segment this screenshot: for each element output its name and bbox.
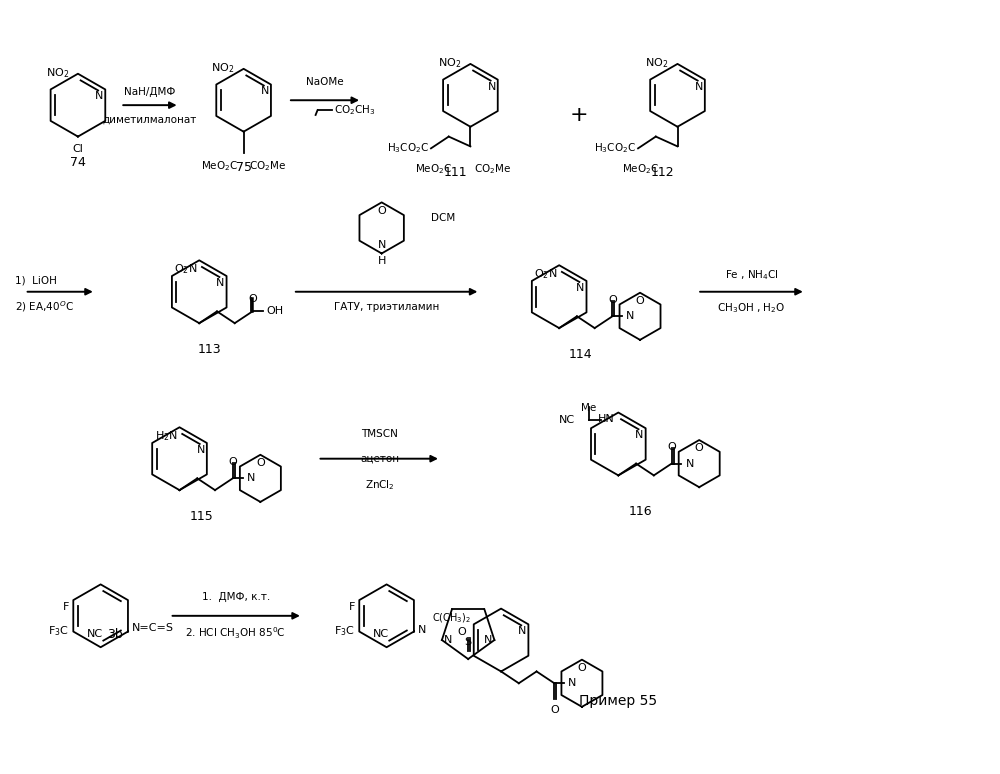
Text: CO$_2$CH$_3$: CO$_2$CH$_3$ <box>334 103 376 117</box>
Text: DCM: DCM <box>431 213 455 223</box>
Text: 115: 115 <box>189 510 213 522</box>
Text: N: N <box>685 459 694 468</box>
Text: F$_3$C: F$_3$C <box>334 625 355 639</box>
Text: N: N <box>694 81 703 91</box>
Text: N: N <box>568 678 576 688</box>
Text: MeO$_2$C: MeO$_2$C <box>201 159 239 173</box>
Text: O: O <box>608 295 617 305</box>
Text: 111: 111 <box>444 166 467 179</box>
Text: N: N <box>261 87 269 97</box>
Text: N: N <box>196 445 205 455</box>
Text: HN: HN <box>598 415 614 424</box>
Text: O: O <box>377 207 386 216</box>
Text: H$_3$CO$_2$C: H$_3$CO$_2$C <box>387 142 429 156</box>
Text: NO$_2$: NO$_2$ <box>645 56 669 70</box>
Text: 1)  LiOH: 1) LiOH <box>15 276 57 286</box>
Text: Cl: Cl <box>73 145 83 155</box>
Text: N: N <box>377 239 386 249</box>
Text: H$_2$N: H$_2$N <box>155 430 178 443</box>
Text: N=C=S: N=C=S <box>132 622 174 632</box>
Text: O: O <box>578 663 586 673</box>
Text: C(CH$_3$)$_2$: C(CH$_3$)$_2$ <box>432 611 471 625</box>
Text: NO$_2$: NO$_2$ <box>211 61 235 75</box>
Text: CO$_2$Me: CO$_2$Me <box>474 162 512 176</box>
Text: NC: NC <box>559 416 575 426</box>
Text: O$_2$N: O$_2$N <box>174 262 197 276</box>
Text: 1.  ДМФ, к.т.: 1. ДМФ, к.т. <box>202 592 270 602</box>
Text: O$_2$N: O$_2$N <box>534 267 557 281</box>
Text: CH$_3$OH , H$_2$O: CH$_3$OH , H$_2$O <box>717 302 786 315</box>
Text: N: N <box>487 81 496 91</box>
Text: NO$_2$: NO$_2$ <box>438 56 461 70</box>
Text: Fe , NH$_4$Cl: Fe , NH$_4$Cl <box>725 268 778 282</box>
Text: 114: 114 <box>569 348 593 361</box>
Text: 113: 113 <box>197 343 221 356</box>
Text: F: F <box>63 602 69 612</box>
Text: NaH/ДМФ: NaH/ДМФ <box>124 87 176 98</box>
Text: NC: NC <box>86 629 103 639</box>
Text: F: F <box>349 602 355 612</box>
Text: N: N <box>576 283 585 293</box>
Text: F$_3$C: F$_3$C <box>48 625 69 639</box>
Text: 116: 116 <box>628 505 652 518</box>
Text: 2) EA,40$^O$C: 2) EA,40$^O$C <box>15 300 74 314</box>
Text: N: N <box>518 626 526 636</box>
Text: 74: 74 <box>70 156 86 170</box>
Text: N: N <box>484 635 492 645</box>
Text: MeO$_2$C: MeO$_2$C <box>622 162 660 176</box>
Text: N: N <box>418 625 426 635</box>
Text: O: O <box>457 627 466 637</box>
Text: N: N <box>247 474 255 483</box>
Text: O: O <box>256 458 265 468</box>
Text: TMSCN: TMSCN <box>361 429 398 439</box>
Text: 3b: 3b <box>108 628 123 641</box>
Text: NC: NC <box>372 629 389 639</box>
Text: N: N <box>626 311 635 321</box>
Text: +: + <box>570 105 588 125</box>
Text: CO$_2$Me: CO$_2$Me <box>249 159 286 173</box>
Text: S: S <box>465 637 472 647</box>
Text: O: O <box>636 296 644 306</box>
Text: Пример 55: Пример 55 <box>579 694 657 708</box>
Text: ГАТУ, триэтиламин: ГАТУ, триэтиламин <box>334 302 439 312</box>
Text: H$_3$CO$_2$C: H$_3$CO$_2$C <box>594 142 636 156</box>
Text: ZnCl$_2$: ZnCl$_2$ <box>365 478 395 492</box>
Text: O: O <box>695 444 704 454</box>
Text: N: N <box>95 91 103 101</box>
Text: Me: Me <box>581 402 596 413</box>
Text: диметилмалонат: диметилмалонат <box>103 115 197 125</box>
Text: 2. HCl CH$_3$OH 85$^0$C: 2. HCl CH$_3$OH 85$^0$C <box>185 625 286 641</box>
Text: N: N <box>635 430 644 440</box>
Text: OH: OH <box>266 307 283 317</box>
Text: N: N <box>444 635 452 645</box>
Text: O: O <box>667 442 676 452</box>
Text: MeO$_2$C: MeO$_2$C <box>415 162 453 176</box>
Text: ацетон: ацетон <box>360 454 399 464</box>
Text: O: O <box>248 293 257 303</box>
Text: O: O <box>550 705 559 715</box>
Text: H: H <box>377 256 386 266</box>
Text: O: O <box>228 457 237 467</box>
Text: N: N <box>216 278 225 288</box>
Text: 112: 112 <box>651 166 675 179</box>
Text: NaOMe: NaOMe <box>306 77 343 87</box>
Text: NO$_2$: NO$_2$ <box>46 66 69 80</box>
Text: 75: 75 <box>236 161 252 174</box>
